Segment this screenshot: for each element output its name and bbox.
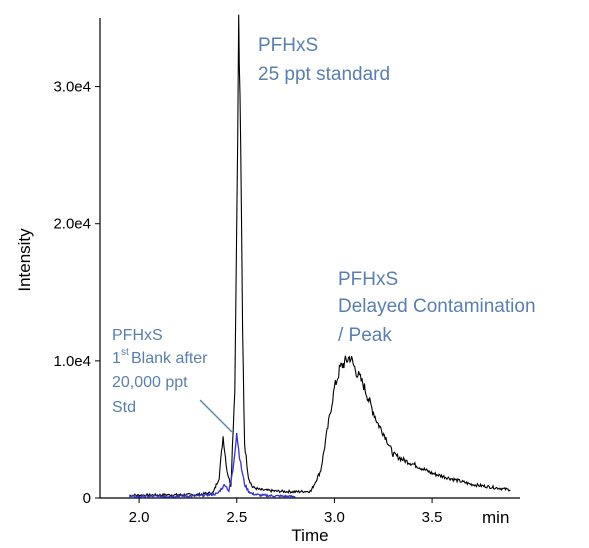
annotation-blank-line1: PFHxS: [112, 327, 163, 344]
y-tick-label: 3.0e4: [53, 79, 91, 96]
annotation-blank: PFHxS 1 st Blank after 20,000 ppt Std: [112, 327, 233, 433]
x-tick-label: 2.5: [226, 509, 247, 526]
annotation-contamination-line2: Delayed Contamination: [338, 296, 536, 317]
annotation-blank-line4: Std: [112, 399, 136, 416]
x-axis-unit: min: [482, 508, 509, 527]
series-line-blue: [129, 432, 296, 499]
annotation-standard-line2: 25 ppt standard: [258, 64, 390, 85]
annotation-blank-leader: [199, 399, 233, 433]
series-line-black: [129, 14, 511, 498]
annotation-standard-line1: PFHxS: [258, 35, 318, 56]
x-tick-label: 2.0: [129, 509, 150, 526]
annotation-contamination-line1: PFHxS: [338, 269, 398, 290]
x-tick-label: 3.0: [324, 509, 345, 526]
annotation-contamination-line3: / Peak: [338, 325, 392, 346]
annotation-blank-line2-rest: Blank after: [131, 350, 208, 367]
x-tick-label: 3.5: [422, 509, 443, 526]
y-tick-label: 1.0e4: [53, 353, 91, 370]
y-axis-title: Intensity: [15, 228, 34, 292]
annotation-standard: PFHxS 25 ppt standard: [258, 35, 390, 85]
annotation-blank-line3: 20,000 ppt: [112, 374, 188, 391]
annotation-contamination: PFHxS Delayed Contamination / Peak: [338, 269, 536, 346]
y-tick-label: 2.0e4: [53, 216, 91, 233]
annotation-blank-line2-superscript: st: [121, 347, 129, 358]
y-tick-label: 0: [83, 490, 91, 507]
x-axis-title: Time: [291, 526, 328, 545]
annotation-blank-line2-number: 1: [112, 350, 121, 367]
